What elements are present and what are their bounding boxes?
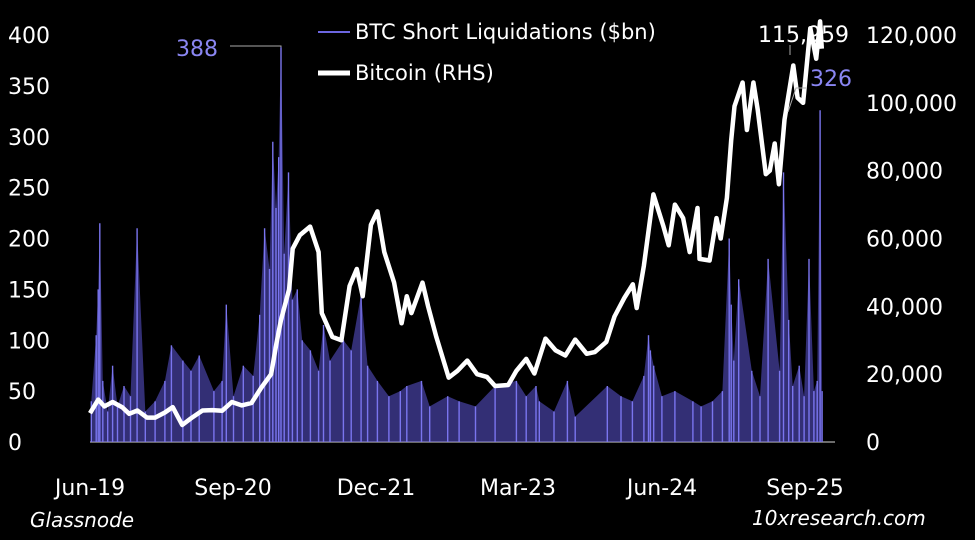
brand-label: 10xresearch.com — [752, 506, 926, 530]
x-tick-label: Jun-24 — [625, 476, 697, 501]
x-tick-label: Dec-21 — [337, 476, 416, 501]
source-label: Glassnode — [30, 508, 135, 532]
legend-label-liquidations: BTC Short Liquidations ($bn) — [355, 20, 656, 44]
right-tick-label: 0 — [866, 431, 880, 456]
bitcoin-price-series — [88, 19, 825, 428]
bitcoin-price-line — [88, 19, 825, 428]
legend-label-bitcoin: Bitcoin (RHS) — [355, 61, 494, 85]
x-tick-label: Sep-25 — [766, 476, 843, 501]
last-liquidation-leader-line — [787, 87, 806, 113]
annotations: 388 326 115,959 — [176, 23, 852, 113]
liquidation-spikes — [90, 47, 823, 442]
left-tick-label: 0 — [8, 431, 22, 456]
left-tick-label: 400 — [8, 24, 50, 49]
x-tick-label: Mar-23 — [480, 476, 556, 501]
right-tick-label: 20,000 — [866, 363, 943, 388]
right-tick-label: 120,000 — [866, 24, 957, 49]
left-tick-label: 200 — [8, 228, 50, 253]
btc-last-price-label: 115,959 — [758, 23, 849, 48]
liquidation-area — [91, 47, 823, 442]
left-tick-label: 150 — [8, 278, 50, 303]
right-tick-label: 100,000 — [866, 92, 957, 117]
legend: BTC Short Liquidations ($bn) Bitcoin (RHS… — [318, 20, 656, 85]
x-axis-ticks: Jun-19 Sep-20 Dec-21 Mar-23 Jun-24 Sep-25 — [53, 476, 844, 501]
last-liquidation-label: 326 — [810, 67, 852, 92]
right-axis-ticks: 0 20,000 40,000 60,000 80,000 100,000 120,000 — [866, 24, 957, 456]
x-tick-label: Jun-19 — [53, 476, 125, 501]
peak-liquidation-label: 388 — [176, 37, 218, 62]
peak-leader-line — [230, 45, 282, 48]
right-tick-label: 80,000 — [866, 160, 943, 185]
left-tick-label: 350 — [8, 75, 50, 100]
left-tick-label: 100 — [8, 329, 50, 354]
right-tick-label: 60,000 — [866, 228, 943, 253]
right-tick-label: 40,000 — [866, 295, 943, 320]
left-tick-label: 250 — [8, 177, 50, 202]
x-tick-label: Sep-20 — [194, 476, 271, 501]
left-tick-label: 300 — [8, 126, 50, 151]
left-axis-ticks: 0 50 100 150 200 250 300 350 400 — [8, 24, 50, 456]
left-tick-label: 50 — [8, 380, 36, 405]
